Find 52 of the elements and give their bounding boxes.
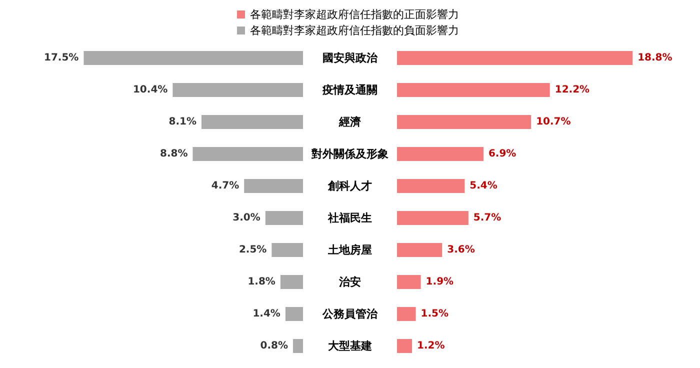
data-label: 1.4% xyxy=(252,308,280,320)
data-label: 1.9% xyxy=(426,276,454,288)
data-label: 8.1% xyxy=(168,116,196,128)
data-label: 10.4% xyxy=(132,84,168,96)
bar xyxy=(397,115,532,129)
y-tick-label: 大型基建 xyxy=(328,340,372,352)
y-tick-label: 公務員管治 xyxy=(322,308,378,320)
bar xyxy=(280,275,303,289)
data-label: 0.8% xyxy=(260,340,288,352)
bar xyxy=(397,83,550,97)
data-label: 6.9% xyxy=(488,148,516,160)
legend-label: 各範疇對李家超政府信任指數的正面影響力 xyxy=(250,8,459,21)
bar xyxy=(397,275,421,289)
bar xyxy=(172,83,303,97)
data-label: 2.5% xyxy=(238,244,267,256)
legend-label: 各範疇對李家超政府信任指數的負面影響力 xyxy=(250,24,459,37)
bar xyxy=(265,211,303,225)
data-label: 4.7% xyxy=(211,180,240,192)
bar xyxy=(272,243,303,257)
data-label: 12.2% xyxy=(554,84,590,96)
y-tick-label: 經濟 xyxy=(338,116,362,128)
bar xyxy=(292,339,303,353)
y-tick-label: 土地房屋 xyxy=(327,244,372,256)
y-tick-label: 疫情及通關 xyxy=(322,84,378,96)
bar xyxy=(397,243,442,257)
bar xyxy=(397,339,412,353)
bar xyxy=(397,307,416,321)
y-tick-label: 對外關係及形象 xyxy=(310,148,388,160)
y-tick-label: 治安 xyxy=(338,276,361,288)
y-tick-label: 創科人才 xyxy=(327,180,372,192)
y-tick-label: 社福民生 xyxy=(327,212,372,224)
data-label: 10.7% xyxy=(536,116,571,128)
data-label: 5.4% xyxy=(470,180,498,192)
bar xyxy=(84,51,303,65)
data-label: 3.0% xyxy=(232,212,260,224)
bar xyxy=(244,179,303,193)
data-label: 17.5% xyxy=(44,52,79,64)
bar xyxy=(397,211,468,225)
bar xyxy=(285,307,303,321)
data-label: 1.2% xyxy=(417,340,445,352)
data-label: 3.6% xyxy=(447,244,475,256)
y-tick-label: 國安與政治 xyxy=(322,52,378,64)
data-label: 8.8% xyxy=(160,148,188,160)
data-label: 1.8% xyxy=(248,276,276,288)
bar xyxy=(397,179,465,193)
bar xyxy=(202,115,303,129)
bar xyxy=(192,147,303,161)
bar xyxy=(397,147,484,161)
data-label: 5.7% xyxy=(473,212,502,224)
data-label: 1.5% xyxy=(420,308,449,320)
bar xyxy=(397,51,633,65)
data-label: 18.8% xyxy=(638,52,672,64)
